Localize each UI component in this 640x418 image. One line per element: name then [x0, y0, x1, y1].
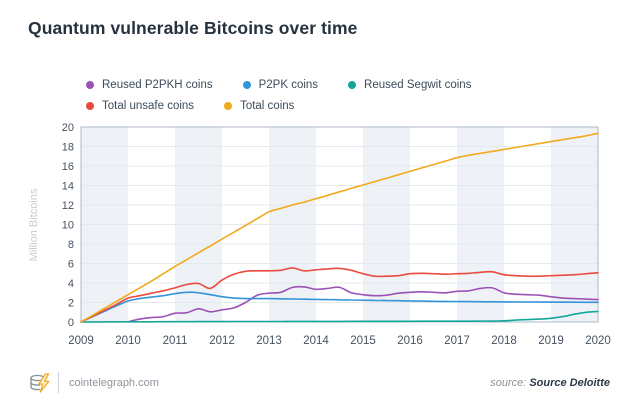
legend-dot-icon: [242, 80, 251, 89]
legend-dot-icon: [224, 101, 233, 110]
series-line-p2pk-coins: [80, 291, 599, 323]
y-tick-label: 4: [68, 278, 74, 290]
legend-dot-icon: [86, 80, 94, 89]
legend-item-reused-p2pkh: Reused P2PKH coins: [86, 79, 213, 91]
source-label: source:: [490, 377, 527, 389]
x-tick-label: 2014: [303, 335, 329, 347]
legend-label: Reused Segwit coins: [364, 78, 472, 91]
y-tick-label: 8: [68, 239, 74, 251]
legend-label: Total unsafe coins: [102, 99, 195, 112]
x-tick-label: 2019: [538, 335, 564, 347]
legend-item-p2pk: P2PK coins: [242, 78, 319, 91]
chart-legend: Reused P2PKH coins P2PK coins Reused Seg…: [86, 74, 471, 116]
x-tick-label: 2013: [256, 335, 282, 347]
series-line-reused-p2pkh-coins: [127, 285, 599, 323]
footer-source: source: Source Deloitte: [490, 377, 610, 389]
chart-canvas: 2009 2010 2011 2012 2013 2014 2015 2016 2017 2018…: [62, 122, 611, 347]
x-tick-label: 2016: [397, 335, 423, 347]
legend-item-total-unsafe: Total unsafe coins: [86, 100, 194, 112]
legend-item-reused-segwit: Reused Segwit coins: [348, 79, 471, 91]
x-tick-label: 2017: [444, 335, 470, 347]
y-tick-label: 20: [62, 122, 74, 134]
y-tick-label: 18: [62, 142, 74, 154]
x-tick-label: 2012: [209, 335, 235, 347]
x-tick-label: 2009: [68, 335, 94, 347]
y-axis-unit-label: Million Bitcoins: [28, 188, 40, 262]
x-tick-label: 2018: [491, 335, 517, 347]
y-tick-label: 6: [68, 259, 74, 271]
legend-label: P2PK coins: [258, 78, 319, 91]
x-tick-label: 2011: [163, 335, 188, 347]
x-tick-label: 2020: [585, 335, 611, 347]
y-tick-label: 14: [62, 181, 74, 193]
y-tick-label: 2: [68, 298, 74, 310]
x-tick-label: 2015: [350, 335, 376, 347]
legend-row-2: Total unsafe coins Total coins: [86, 95, 471, 116]
source-value: Source Deloitte: [529, 377, 610, 389]
footer-divider: [58, 372, 59, 393]
series-line-total-unsafe-coins: [80, 267, 599, 323]
legend-row-1: Reused P2PKH coins P2PK coins Reused Seg…: [86, 74, 471, 95]
legend-label: Reused P2PKH coins: [102, 78, 213, 91]
x-tick-label: 2010: [115, 335, 141, 347]
legend-dot-icon: [86, 101, 94, 110]
legend-label: Total coins: [240, 99, 295, 112]
y-tick-label: 12: [62, 200, 74, 212]
legend-dot-icon: [348, 80, 357, 89]
cointelegraph-logo-icon: [30, 373, 50, 393]
chart-area: 2009 2010 2011 2012 2013 2014 2015 2016 2017 2018…: [0, 118, 640, 358]
legend-item-total-coins: Total coins: [224, 100, 294, 112]
y-tick-label: 10: [62, 220, 74, 232]
series-line-total-coins: [80, 132, 599, 323]
y-tick-label: 0: [68, 317, 74, 329]
page-title: Quantum vulnerable Bitcoins over time: [28, 18, 358, 38]
series-line-reused-segwit-coins: [80, 310, 599, 323]
y-tick-label: 16: [62, 161, 74, 173]
footer-site-text: cointelegraph.com: [69, 377, 159, 389]
